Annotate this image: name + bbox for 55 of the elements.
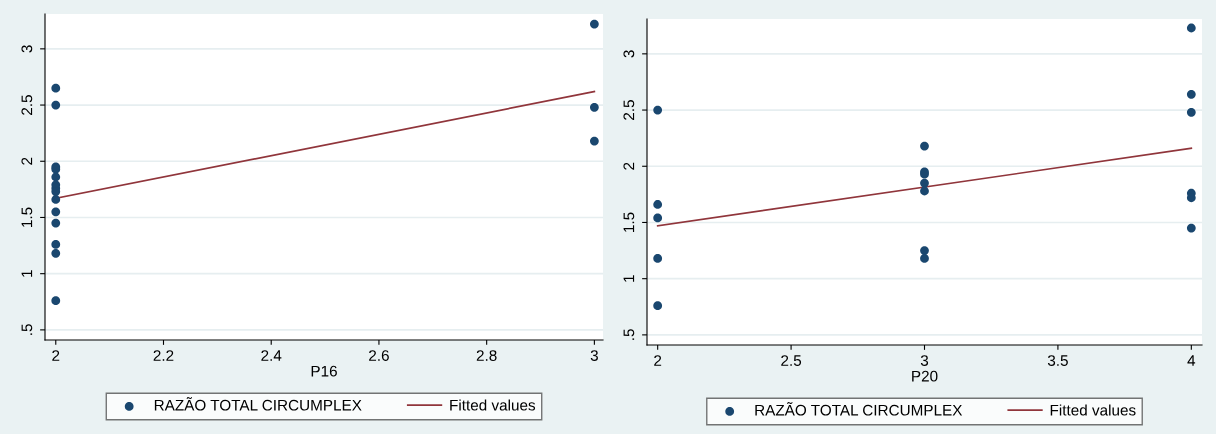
y-tick-label: 1.5 (623, 212, 635, 232)
point (1186, 89, 1196, 99)
legend-label: Fitted values (1050, 404, 1136, 416)
point (51, 207, 61, 217)
x-tick-label: 2.2 (153, 350, 174, 361)
point (920, 254, 929, 263)
point (653, 105, 663, 115)
y-tick-label: 3 (623, 50, 635, 58)
x-tick-label: 2.5 (781, 355, 802, 366)
point (653, 213, 663, 223)
point (920, 186, 929, 196)
x-tick-label: 3.5 (1047, 355, 1068, 366)
x-axis-title: P16 (311, 365, 337, 377)
y-tick-label: 2 (623, 162, 635, 170)
y-tick-label: 1.5 (21, 207, 33, 227)
point (51, 172, 61, 182)
legend-label: Fitted values (450, 399, 536, 411)
point (653, 200, 663, 209)
legend-label: RAZÃO TOTAL CIRCUMPLEX (755, 402, 963, 416)
y-tick-label: .5 (623, 329, 635, 340)
x-tick-label: 3 (590, 350, 598, 361)
point (589, 19, 599, 29)
point (51, 249, 61, 258)
point (1186, 23, 1196, 33)
y-tick-label: 1 (21, 270, 33, 277)
x-tick-label: 3 (920, 355, 929, 366)
point (51, 218, 61, 228)
x-tick-label: 2 (654, 355, 662, 366)
y-tick-label: 1 (623, 275, 635, 282)
point (653, 254, 663, 263)
y-tick-label: 2.5 (623, 100, 635, 120)
y-tick-label: 2.5 (21, 95, 33, 115)
y-tick-label: .5 (21, 324, 33, 335)
point (589, 102, 599, 112)
point (1186, 107, 1196, 117)
point (51, 100, 61, 110)
point (920, 141, 929, 151)
x-tick-label: 2.4 (261, 350, 282, 361)
point (1186, 223, 1196, 233)
point (51, 83, 61, 93)
x-tick-label: 2.8 (476, 350, 497, 361)
point (920, 246, 929, 255)
y-tick-label: 2 (21, 157, 33, 165)
point (51, 240, 61, 249)
point (920, 178, 929, 188)
legend-label: RAZÃO TOTAL CIRCUMPLEX (154, 397, 362, 411)
point (589, 136, 599, 146)
x-axis-title: P20 (912, 370, 938, 382)
y-tick-label: 3 (21, 45, 33, 53)
x-tick-label: 2 (52, 350, 60, 361)
x-tick-label: 4 (1187, 355, 1196, 366)
point (653, 301, 663, 311)
point (51, 195, 61, 204)
point (51, 296, 61, 306)
x-tick-label: 2.6 (369, 350, 389, 361)
